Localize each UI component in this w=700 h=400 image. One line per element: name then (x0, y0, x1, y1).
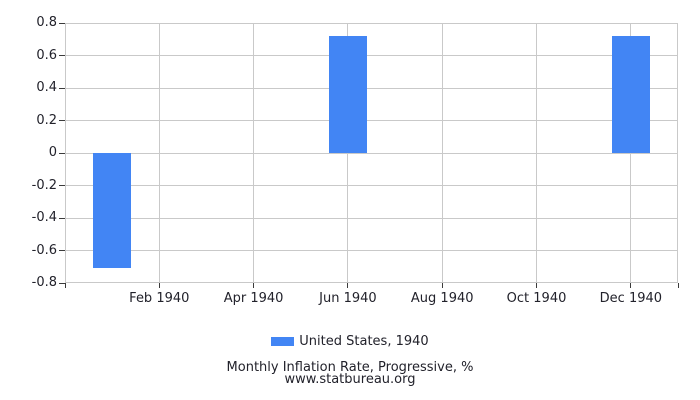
y-axis-tick (59, 120, 65, 121)
chart-title: Monthly Inflation Rate, Progressive, % (226, 360, 474, 375)
chart-footer: Monthly Inflation Rate, Progressive, % w… (0, 360, 700, 387)
x-axis-tick-label: Aug 1940 (410, 291, 474, 306)
y-axis-tick-label: -0.4 (31, 210, 57, 225)
legend-label: United States, 1940 (299, 334, 429, 349)
y-axis-tick-label: -0.6 (31, 242, 57, 258)
chart-source: www.statbureau.org (284, 372, 416, 387)
x-axis-tick (158, 283, 160, 288)
y-axis-tick (59, 152, 65, 154)
gridline-vertical (630, 23, 632, 283)
x-axis-tick (441, 283, 443, 288)
x-axis-tick (536, 283, 538, 288)
x-axis-tick-label: Oct 1940 (506, 291, 567, 306)
bar-dec-1940 (611, 36, 650, 153)
x-axis-tick (630, 283, 632, 288)
y-axis-tick (59, 22, 65, 24)
bar-jan-1940 (93, 153, 132, 269)
legend-swatch (271, 337, 295, 346)
x-axis-corner-tick (64, 283, 66, 288)
gridline-horizontal (65, 152, 678, 154)
legend: United States, 1940 (0, 334, 700, 349)
x-axis-tick-label: Dec 1940 (599, 291, 663, 306)
x-axis-tick (347, 283, 349, 288)
y-axis-tick-label: 0.8 (36, 15, 57, 30)
y-axis-tick (59, 55, 65, 56)
gridline-vertical (158, 23, 160, 283)
x-axis-tick-label: Jun 1940 (319, 291, 377, 306)
y-axis-tick (59, 217, 65, 219)
y-axis-tick-label: 0.2 (36, 112, 57, 128)
y-axis-tick (59, 185, 65, 186)
y-axis-tick (59, 282, 65, 284)
y-axis-tick-label: 0.6 (36, 47, 57, 63)
y-axis-tick-label: 0.4 (36, 80, 57, 95)
gridline-vertical (253, 23, 255, 283)
gridline-horizontal (65, 55, 678, 56)
gridline-horizontal (65, 120, 678, 121)
y-axis-tick (59, 250, 65, 251)
y-axis-tick-label: 0 (48, 145, 57, 160)
bar-jun-1940 (328, 36, 367, 153)
x-axis-tick-label: Feb 1940 (129, 291, 190, 306)
gridline-horizontal (65, 185, 678, 186)
x-axis-corner-tick (677, 283, 679, 288)
gridline-vertical (441, 23, 443, 283)
gridline-horizontal (65, 87, 678, 89)
y-axis-tick (59, 87, 65, 89)
y-axis-tick-label: -0.8 (31, 275, 57, 290)
gridline-horizontal (65, 250, 678, 251)
y-axis-tick-label: -0.2 (31, 177, 57, 193)
gridline-horizontal (65, 217, 678, 219)
x-axis-tick (253, 283, 255, 288)
gridline-vertical (536, 23, 538, 283)
gridline-vertical (347, 23, 349, 283)
x-axis-tick-label: Apr 1940 (223, 291, 284, 306)
